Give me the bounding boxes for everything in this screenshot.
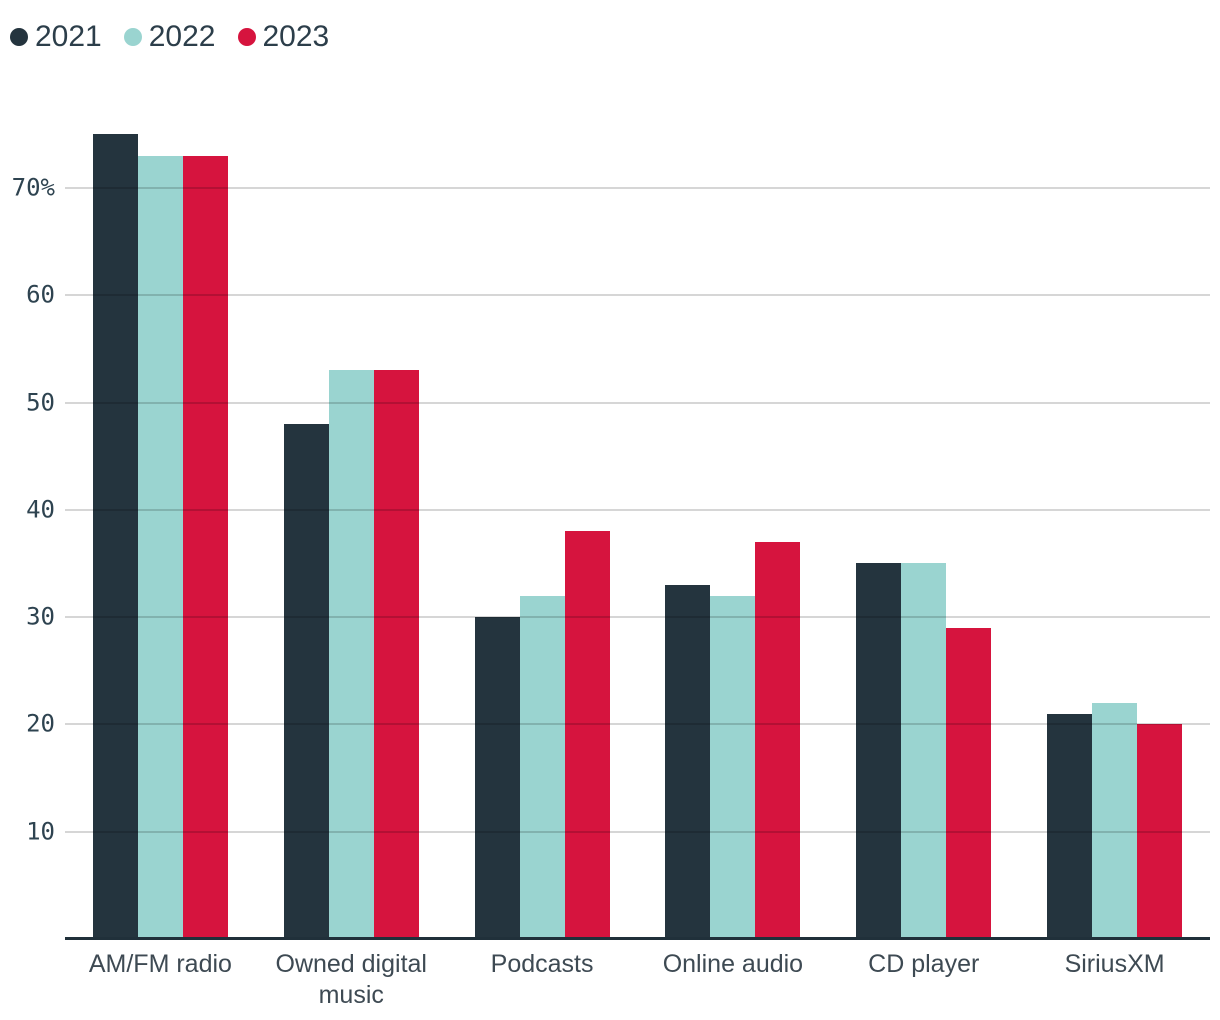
x-axis-category-label-am-fm-radio: AM/FM radio	[88, 950, 232, 978]
bar-siriusxm-2023	[1137, 724, 1183, 939]
bar-am-fm-radio-2022	[137, 155, 183, 939]
bar-online-audio-2022	[710, 595, 756, 939]
legend-label: 2021	[35, 20, 102, 53]
x-axis-category-label-podcasts: Podcasts	[490, 950, 594, 978]
bar-am-fm-radio-2023	[182, 155, 228, 939]
bar-podcasts-2022	[519, 595, 565, 939]
bar-cd-player-2021	[856, 563, 902, 939]
legend-label: 2022	[148, 20, 216, 53]
gridline-70	[65, 186, 1210, 189]
legend-item-2021: 2021	[10, 20, 102, 54]
y-axis-tick-label-20: 20	[26, 709, 55, 738]
bar-online-audio-2023	[755, 541, 801, 939]
bar-owned-digital-music-2022	[328, 370, 374, 939]
y-axis-tick-label-50: 50	[26, 387, 55, 416]
y-axis-tick-label-10: 10	[26, 817, 55, 846]
gridline-30	[65, 616, 1210, 619]
legend-item-2023: 2023	[237, 20, 330, 54]
y-axis-tick-label-30: 30	[26, 602, 55, 631]
bar-cd-player-2022	[901, 563, 947, 939]
legend-swatch-icon	[123, 28, 142, 46]
gridline-40	[65, 508, 1210, 511]
x-axis-category-label-online-audio: Online audio	[662, 950, 804, 978]
legend-swatch-icon	[237, 28, 256, 46]
x-axis-category-label-owned-digital-music: Owned digital music	[275, 950, 427, 1009]
x-axis-category-label-cd-player: CD player	[868, 950, 980, 978]
gridline-50	[65, 401, 1210, 404]
bar-owned-digital-music-2023	[373, 370, 419, 939]
bar-owned-digital-music-2021	[283, 423, 329, 939]
y-axis-tick-label-70: 70%	[11, 173, 55, 202]
bar-podcasts-2023	[564, 531, 610, 939]
gridline-20	[65, 723, 1210, 726]
legend-item-2022: 2022	[123, 20, 216, 54]
x-axis-line	[65, 937, 1210, 940]
gridline-60	[65, 294, 1210, 297]
gridline-10	[65, 830, 1210, 833]
bar-podcasts-2021	[474, 617, 520, 939]
legend-label: 2023	[262, 20, 330, 53]
bar-siriusxm-2022	[1092, 702, 1138, 939]
bar-cd-player-2023	[946, 627, 992, 939]
bar-online-audio-2021	[665, 584, 711, 939]
y-axis-tick-label-40: 40	[26, 495, 55, 524]
bar-am-fm-radio-2021	[92, 134, 138, 939]
x-axis-category-label-siriusxm: SiriusXM	[1064, 950, 1165, 978]
legend: 2021 2022 2023	[10, 20, 329, 54]
bar-siriusxm-2021	[1047, 713, 1093, 939]
legend-swatch-icon	[10, 28, 28, 46]
y-axis-tick-label-60: 60	[26, 280, 55, 309]
